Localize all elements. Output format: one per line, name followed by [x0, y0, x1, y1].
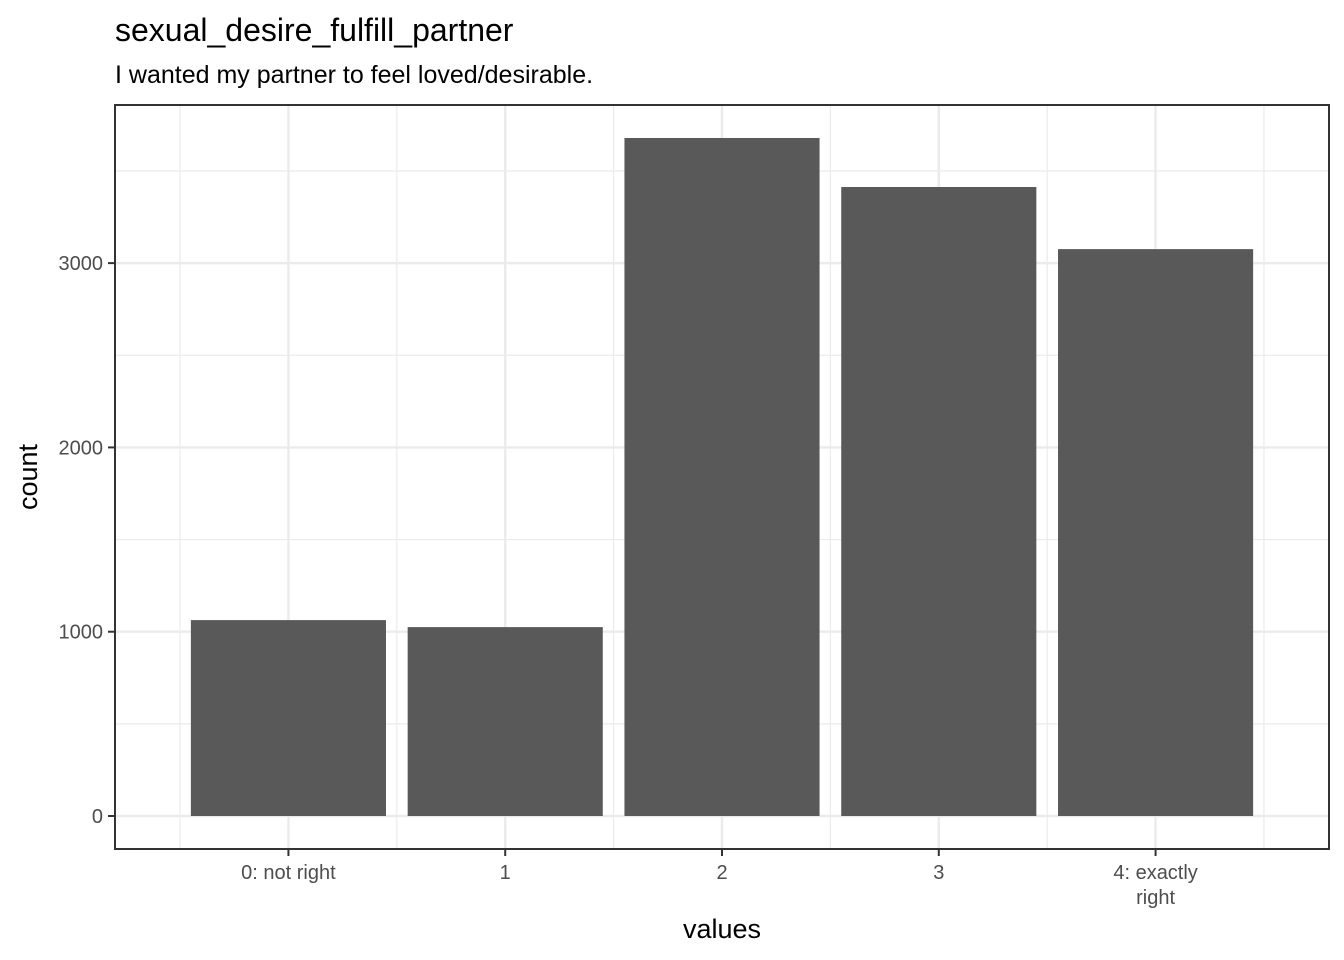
x-tick-label: 3	[933, 862, 944, 884]
bar	[841, 187, 1037, 817]
panel-border	[114, 104, 1330, 850]
y-axis-label: count	[13, 443, 43, 510]
x-tick-label: 1	[500, 862, 511, 884]
y-tick-label: 2000	[59, 437, 104, 459]
bar	[407, 627, 603, 817]
y-tick-label: 1000	[59, 622, 104, 644]
x-tick-label: 2	[716, 862, 727, 884]
bar	[624, 137, 820, 817]
y-tick-label: 3000	[59, 253, 104, 275]
x-tick-label: 0: not right	[241, 862, 336, 884]
x-tick-label: 4: exactly right	[1113, 862, 1197, 909]
bar	[1058, 249, 1254, 817]
chart-subtitle: I wanted my partner to feel loved/desira…	[115, 61, 593, 89]
y-tick-label: 0	[92, 806, 103, 828]
x-axis-label: values	[683, 914, 761, 944]
chart-title: sexual_desire_fulfill_partner	[115, 12, 514, 48]
bar	[190, 620, 386, 817]
